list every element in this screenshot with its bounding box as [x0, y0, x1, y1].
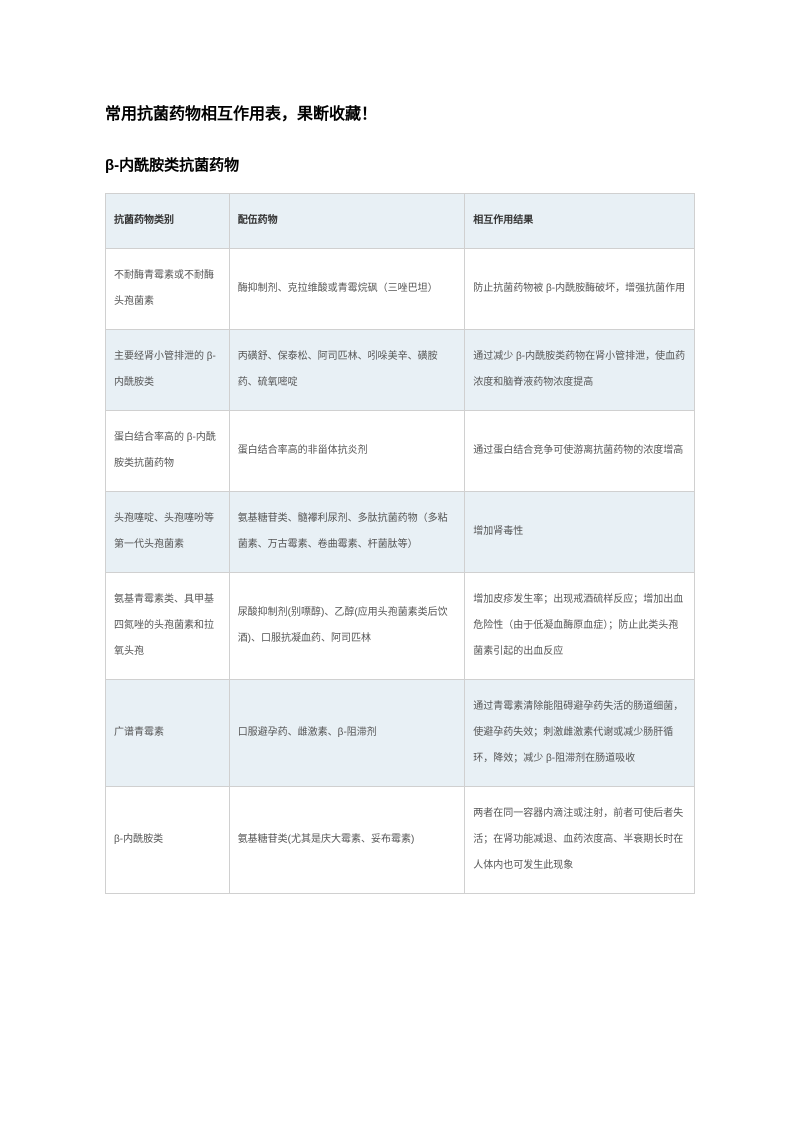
- cell-combo: 蛋白结合率高的非甾体抗炎剂: [229, 411, 465, 492]
- cell-result: 增加肾毒性: [465, 492, 695, 573]
- section-subtitle: β-内酰胺类抗菌药物: [105, 154, 695, 175]
- table-row: 氨基青霉素类、具甲基四氮唑的头孢菌素和拉氧头孢 尿酸抑制剂(别嘌醇)、乙醇(应用…: [106, 573, 695, 680]
- table-row: 头孢噻啶、头孢噻吩等第一代头孢菌素 氨基糖苷类、髓襻利尿剂、多肽抗菌药物（多粘菌…: [106, 492, 695, 573]
- cell-category: 头孢噻啶、头孢噻吩等第一代头孢菌素: [106, 492, 230, 573]
- cell-combo: 尿酸抑制剂(别嘌醇)、乙醇(应用头孢菌素类后饮酒)、口服抗凝血药、阿司匹林: [229, 573, 465, 680]
- cell-category: 不耐酶青霉素或不耐酶头孢菌素: [106, 249, 230, 330]
- table-row: 蛋白结合率高的 β-内酰胺类抗菌药物 蛋白结合率高的非甾体抗炎剂 通过蛋白结合竞…: [106, 411, 695, 492]
- header-result: 相互作用结果: [465, 194, 695, 249]
- table-row: 不耐酶青霉素或不耐酶头孢菌素 酶抑制剂、克拉维酸或青霉烷砜（三唑巴坦） 防止抗菌…: [106, 249, 695, 330]
- cell-category: β-内酰胺类: [106, 787, 230, 894]
- cell-category: 氨基青霉素类、具甲基四氮唑的头孢菌素和拉氧头孢: [106, 573, 230, 680]
- cell-result: 增加皮疹发生率；出现戒酒硫样反应；增加出血危险性（由于低凝血酶原血症）；防止此类…: [465, 573, 695, 680]
- cell-combo: 口服避孕药、雌激素、β-阻滞剂: [229, 680, 465, 787]
- header-combo: 配伍药物: [229, 194, 465, 249]
- cell-result: 两者在同一容器内滴注或注射，前者可使后者失活；在肾功能减退、血药浓度高、半衰期长…: [465, 787, 695, 894]
- header-category: 抗菌药物类别: [106, 194, 230, 249]
- cell-result: 通过蛋白结合竞争可使游离抗菌药物的浓度增高: [465, 411, 695, 492]
- cell-result: 通过青霉素清除能阻碍避孕药失活的肠道细菌，使避孕药失效；刺激雌激素代谢或减少肠肝…: [465, 680, 695, 787]
- table-row: 广谱青霉素 口服避孕药、雌激素、β-阻滞剂 通过青霉素清除能阻碍避孕药失活的肠道…: [106, 680, 695, 787]
- cell-combo: 丙磺舒、保泰松、阿司匹林、吲哚美辛、磺胺药、硫氧嘧啶: [229, 330, 465, 411]
- cell-category: 主要经肾小管排泄的 β-内酰胺类: [106, 330, 230, 411]
- cell-category: 广谱青霉素: [106, 680, 230, 787]
- cell-combo: 酶抑制剂、克拉维酸或青霉烷砜（三唑巴坦）: [229, 249, 465, 330]
- interaction-table: 抗菌药物类别 配伍药物 相互作用结果 不耐酶青霉素或不耐酶头孢菌素 酶抑制剂、克…: [105, 193, 695, 894]
- table-row: 主要经肾小管排泄的 β-内酰胺类 丙磺舒、保泰松、阿司匹林、吲哚美辛、磺胺药、硫…: [106, 330, 695, 411]
- page-title: 常用抗菌药物相互作用表，果断收藏！: [105, 100, 695, 124]
- cell-category: 蛋白结合率高的 β-内酰胺类抗菌药物: [106, 411, 230, 492]
- cell-result: 通过减少 β-内酰胺类药物在肾小管排泄，使血药浓度和脑脊液药物浓度提高: [465, 330, 695, 411]
- table-row: β-内酰胺类 氨基糖苷类(尤其是庆大霉素、妥布霉素) 两者在同一容器内滴注或注射…: [106, 787, 695, 894]
- cell-result: 防止抗菌药物被 β-内酰胺酶破坏，增强抗菌作用: [465, 249, 695, 330]
- cell-combo: 氨基糖苷类、髓襻利尿剂、多肽抗菌药物（多粘菌素、万古霉素、卷曲霉素、杆菌肽等）: [229, 492, 465, 573]
- cell-combo: 氨基糖苷类(尤其是庆大霉素、妥布霉素): [229, 787, 465, 894]
- table-header-row: 抗菌药物类别 配伍药物 相互作用结果: [106, 194, 695, 249]
